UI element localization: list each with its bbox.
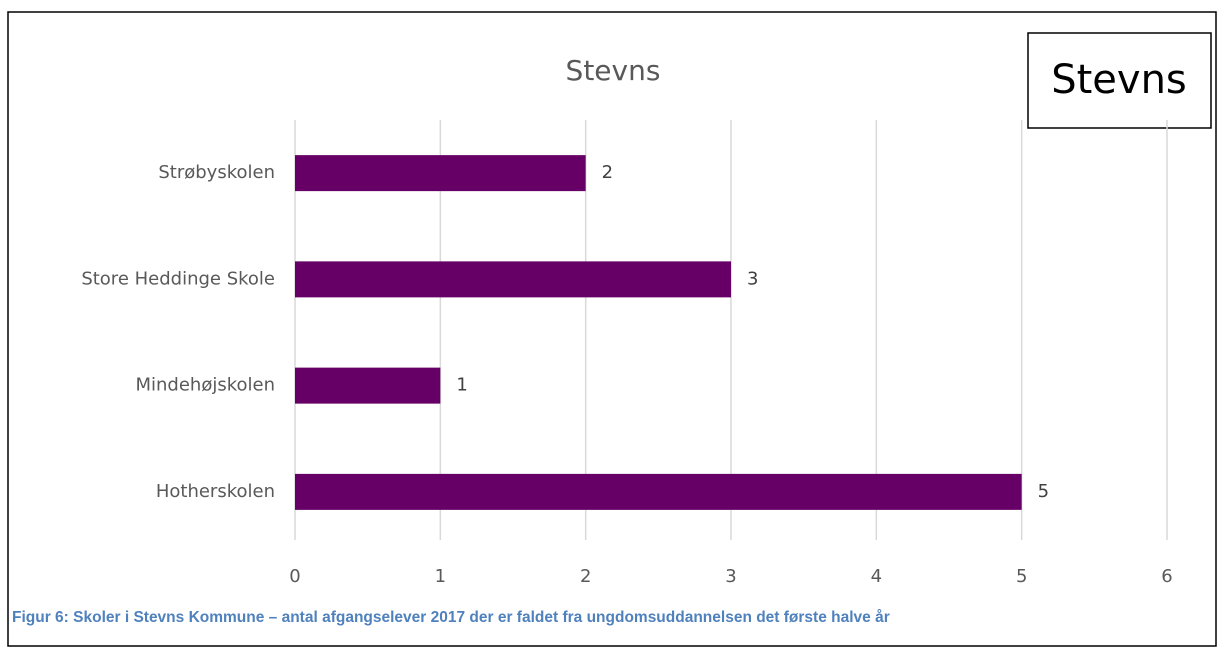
data-label: 1 (456, 375, 467, 396)
chart-border (7, 11, 1217, 647)
data-label: 3 (747, 268, 758, 289)
y-tick-label: Store Heddinge Skole (81, 268, 275, 289)
x-tick-label: 2 (580, 566, 591, 587)
bar (295, 473, 1022, 510)
x-tick-label: 5 (1016, 566, 1027, 587)
y-tick-label: Strøbyskolen (158, 162, 275, 183)
data-label: 2 (602, 162, 613, 183)
x-tick-label: 4 (871, 566, 882, 587)
y-tick-label: Mindehøjskolen (135, 375, 275, 396)
x-tick-label: 0 (289, 566, 300, 587)
annotation: Stevns (1051, 57, 1187, 103)
caption: Figur 6: Skoler i Stevns Kommune – antal… (12, 609, 890, 626)
x-tick-label: 6 (1161, 566, 1172, 587)
bar (295, 367, 441, 404)
annotation-box (1027, 32, 1212, 129)
bar (295, 261, 731, 298)
data-label: 5 (1038, 481, 1049, 502)
y-tick-label: Hotherskolen (156, 481, 275, 502)
x-tick-label: 1 (435, 566, 446, 587)
x-tick-label: 3 (725, 566, 736, 587)
bar (295, 155, 586, 192)
chart-title: Stevns (566, 54, 661, 87)
